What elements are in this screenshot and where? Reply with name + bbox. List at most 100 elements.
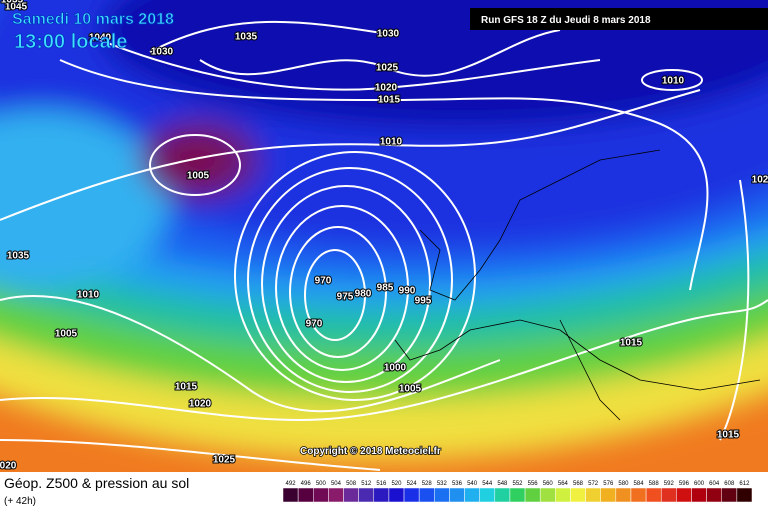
- colorbar-swatch: [494, 487, 511, 503]
- isobars: [0, 20, 768, 471]
- copyright: Copyright © 2018 Meteociel.fr: [300, 446, 441, 457]
- isobar-label: 1035: [7, 251, 30, 262]
- colorbar-swatch: [570, 487, 586, 503]
- colorbar-swatch: [388, 487, 405, 503]
- date-label: Samedi 10 mars 2018: [12, 11, 174, 28]
- isobar-label: 1010: [662, 76, 685, 87]
- isobar-label: 1020: [375, 83, 398, 94]
- colorbar-label: 492: [286, 481, 297, 487]
- colorbar-label: 544: [482, 481, 493, 487]
- footer-title: Géop. Z500 & pression au sol: [4, 475, 189, 491]
- isobar-label: 970: [306, 319, 323, 330]
- colorbar-swatch: [691, 487, 707, 503]
- colorbar-swatch: [434, 487, 450, 503]
- isobar-label: 990: [399, 286, 416, 297]
- isobar-label: 1035: [235, 32, 258, 43]
- footer-lead: (+ 42h): [4, 496, 36, 507]
- colorbar-label: 548: [497, 481, 508, 487]
- colorbar-label: 600: [694, 481, 705, 487]
- colorbar-label: 520: [391, 481, 402, 487]
- isobar-label: 1015: [378, 95, 401, 106]
- colorbar-swatch: [660, 487, 677, 503]
- isobar-label: 102: [752, 175, 768, 186]
- run-box: [470, 8, 768, 30]
- colorbar-label: 536: [452, 481, 463, 487]
- colorbar-label: 532: [437, 481, 448, 487]
- colorbar-label: 512: [361, 481, 372, 487]
- colorbar-label: 560: [543, 481, 554, 487]
- coastlines: [394, 149, 761, 421]
- isobar-label: 1045: [5, 2, 28, 13]
- colorbar-label: 584: [634, 481, 645, 487]
- colorbar-swatch: [418, 487, 435, 503]
- colorbar-swatch: [676, 487, 692, 503]
- isobar-label: 1015: [620, 338, 643, 349]
- colorbar-label: 524: [407, 481, 418, 487]
- colorbar-label: 552: [512, 481, 523, 487]
- colorbar-swatch: [600, 487, 617, 503]
- colorbar-label: 608: [724, 481, 735, 487]
- isobar-label: 1015: [175, 382, 198, 393]
- time-label: 13:00 locale: [14, 31, 127, 53]
- isobar-label: 995: [415, 296, 432, 307]
- colorbar-label: 556: [528, 481, 539, 487]
- colorbar-label: 596: [679, 481, 690, 487]
- colorbar-swatch: [358, 487, 375, 503]
- colorbar-label: 592: [664, 481, 675, 487]
- colorbar-swatch: [524, 487, 541, 503]
- isobar-label: 1025: [376, 63, 399, 74]
- colorbar-label: 604: [709, 481, 720, 487]
- colorbar-swatch: [297, 487, 314, 503]
- colorbar-swatch: [585, 487, 601, 503]
- colorbar-label: 612: [739, 481, 750, 487]
- colorbar-swatch: [721, 487, 738, 503]
- colorbar-swatch: [282, 487, 299, 503]
- colorbar-label: 580: [618, 481, 629, 487]
- colorbar-swatch: [328, 487, 344, 503]
- colorbar-label: 576: [603, 481, 614, 487]
- isobar-label: 975: [337, 292, 354, 303]
- isobar-label: 1020: [189, 399, 212, 410]
- colorbar-label: 572: [588, 481, 599, 487]
- colorbar-swatch: [645, 487, 662, 503]
- isobar-label: 1005: [55, 329, 78, 340]
- colorbar-swatch: [403, 487, 420, 503]
- colorbar-label: 508: [346, 481, 357, 487]
- colorbar-label: 504: [331, 481, 342, 487]
- isobar-label: 1000: [384, 363, 407, 374]
- colorbar-swatch: [736, 487, 753, 503]
- isobar-label: 1035: [1, 0, 24, 6]
- colorbar-swatch: [539, 487, 556, 503]
- run-label: Run GFS 18 Z du Jeudi 8 mars 2018: [481, 15, 651, 26]
- isobar-label: 1005: [399, 384, 422, 395]
- isobar-label: 1005: [187, 171, 210, 182]
- colorbar-label: 540: [467, 481, 478, 487]
- colorbar-swatch: [343, 487, 359, 503]
- colorbar-swatch: [630, 487, 647, 503]
- colorbar-swatch: [464, 487, 480, 503]
- colorbar-label: 588: [649, 481, 660, 487]
- colorbar-label: 516: [376, 481, 387, 487]
- colorbar-swatch: [706, 487, 722, 503]
- isobar-label: 1025: [213, 455, 236, 466]
- colorbar-swatch: [449, 487, 465, 503]
- isobar-label: 1030: [151, 47, 174, 58]
- colorbar-swatch: [509, 487, 526, 503]
- isobar-label: 985: [377, 283, 394, 294]
- isobar-label: 020: [0, 461, 17, 472]
- colorbar-label: 496: [301, 481, 312, 487]
- isobar-label: 1010: [380, 137, 403, 148]
- colorbar-swatch: [373, 487, 390, 503]
- isobar-label: 1040: [89, 33, 112, 44]
- colorbar-swatch: [313, 487, 329, 503]
- colorbar-label: 568: [573, 481, 584, 487]
- colorbar-label: 500: [316, 481, 327, 487]
- isobar-label: 970: [315, 276, 332, 287]
- isobar-label: 1030: [377, 29, 400, 40]
- colorbar-label: 528: [422, 481, 433, 487]
- colorbar-label: 564: [558, 481, 569, 487]
- colorbar-swatch: [555, 487, 571, 503]
- isobar-label: 1010: [77, 290, 100, 301]
- colorbar-swatch: [479, 487, 496, 503]
